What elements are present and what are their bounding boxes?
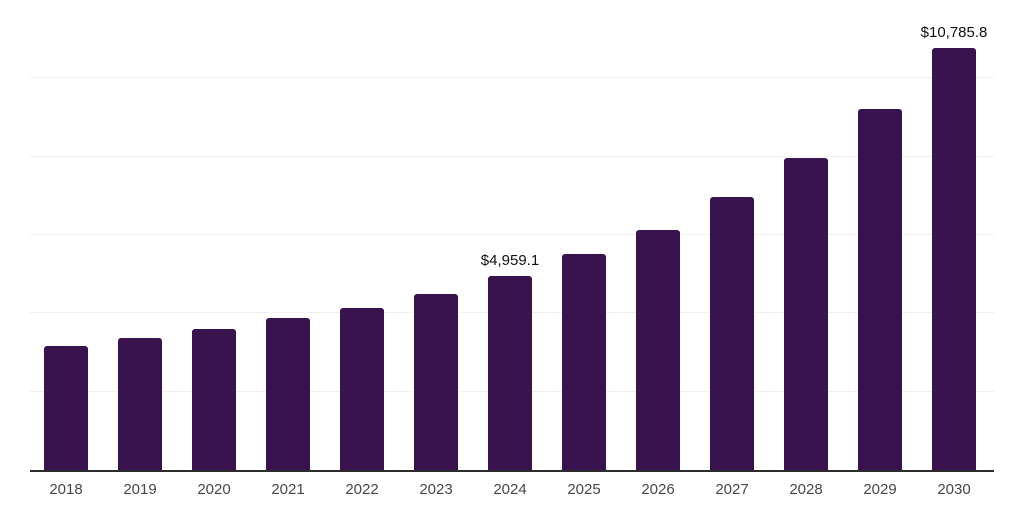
x-tick-2019: 2019 bbox=[123, 481, 157, 498]
bar-2030: $10,785.8 bbox=[921, 24, 987, 470]
bar-2018 bbox=[44, 346, 88, 470]
bar-2028 bbox=[784, 158, 828, 470]
bar-value-label-2024: $4,959.1 bbox=[480, 251, 540, 269]
bar-value-label-2030: $10,785.8 bbox=[920, 23, 988, 41]
x-tick-2027: 2027 bbox=[715, 481, 749, 498]
x-tick-2021: 2021 bbox=[271, 481, 305, 498]
bars: $4,959.1 $10,785.8 bbox=[30, 0, 994, 470]
x-tick-2022: 2022 bbox=[345, 481, 379, 498]
x-tick-2025: 2025 bbox=[567, 481, 601, 498]
bar-2025 bbox=[562, 254, 606, 470]
x-tick-2020: 2020 bbox=[197, 481, 231, 498]
gridline-10000 bbox=[30, 77, 994, 79]
x-tick-2026: 2026 bbox=[641, 481, 675, 498]
x-tick-2028: 2028 bbox=[789, 481, 823, 498]
x-tick-2023: 2023 bbox=[419, 481, 453, 498]
x-tick-2018: 2018 bbox=[49, 481, 83, 498]
x-axis-ticks: 2018 2019 2020 2021 2022 2023 2024 2025 2026 2027… bbox=[30, 472, 994, 498]
bar-2020 bbox=[192, 329, 236, 470]
x-tick-2029: 2029 bbox=[863, 481, 897, 498]
bar-2019 bbox=[118, 338, 162, 470]
gridline-6000 bbox=[30, 234, 994, 235]
bar-2023 bbox=[414, 293, 458, 470]
bar-2026 bbox=[636, 229, 680, 470]
bar-2027 bbox=[710, 197, 754, 470]
bar-2021 bbox=[266, 318, 310, 470]
bar-2024: $4,959.1 bbox=[481, 252, 539, 470]
bar-2029 bbox=[858, 109, 902, 470]
bar-2022 bbox=[340, 308, 384, 470]
plot-area: $4,959.1 $10,785.8 bbox=[30, 0, 994, 472]
x-tick-2024: 2024 bbox=[493, 481, 527, 498]
gridline-8000 bbox=[30, 155, 994, 157]
x-tick-2030: 2030 bbox=[937, 481, 971, 498]
